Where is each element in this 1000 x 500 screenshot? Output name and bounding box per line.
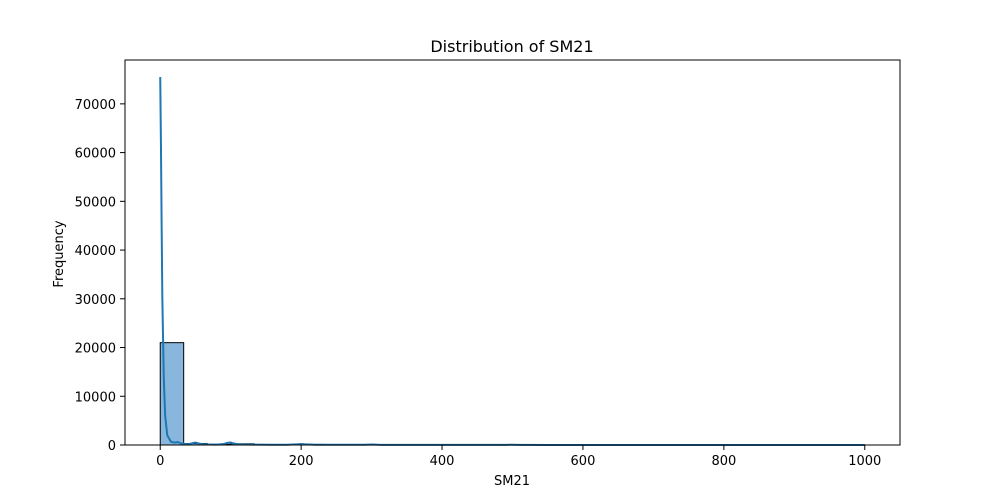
- x-tick-label-1000: 1000: [848, 454, 881, 469]
- x-tick-label-800: 800: [711, 454, 736, 469]
- y-tick-label-70000: 70000: [75, 98, 116, 113]
- plot-frame: [124, 59, 901, 446]
- chart-title: Distribution of SM21: [430, 37, 593, 56]
- y-tick-label-60000: 60000: [75, 147, 116, 162]
- y-tick-label-40000: 40000: [75, 244, 116, 259]
- histogram-bars: [159, 342, 866, 446]
- y-tick-label-20000: 20000: [75, 342, 116, 357]
- y-tick-label-0: 0: [108, 439, 116, 454]
- y-tick-label-50000: 50000: [75, 195, 116, 210]
- x-tick-label-0: 0: [156, 454, 164, 469]
- x-tick-label-200: 200: [289, 454, 314, 469]
- y-tick-label-10000: 10000: [75, 390, 116, 405]
- x-tick-label-400: 400: [430, 454, 455, 469]
- x-axis-label: SM21: [494, 474, 530, 489]
- y-tick-label-30000: 30000: [75, 293, 116, 308]
- y-axis-label: Frequency: [52, 220, 67, 287]
- y-axis-ticks: 0 10000 20000 30000 40000 50000 60000 70000: [75, 98, 125, 454]
- x-axis-ticks: 0 200 400 600 800 1000: [156, 445, 881, 469]
- kde-line: [159, 77, 865, 446]
- x-tick-label-600: 600: [571, 454, 596, 469]
